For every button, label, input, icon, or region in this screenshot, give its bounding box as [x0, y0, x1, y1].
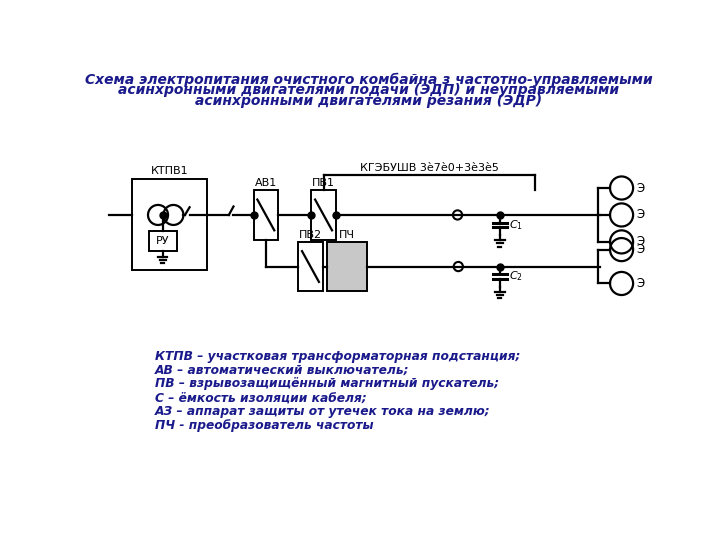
Text: Э: Э — [636, 181, 644, 194]
Text: асинхронными двигателями подачи (ЭДП) и неуправляемыми: асинхронными двигателями подачи (ЭДП) и … — [118, 83, 620, 97]
Text: Э: Э — [636, 277, 644, 290]
Circle shape — [453, 211, 462, 220]
Text: РУ: РУ — [156, 236, 169, 246]
Text: АВ – автоматический выключатель;: АВ – автоматический выключатель; — [155, 363, 410, 376]
Text: ПВ – взрывозащищённый магнитный пускатель;: ПВ – взрывозащищённый магнитный пускател… — [155, 377, 499, 390]
Text: С – ёмкость изоляции кабеля;: С – ёмкость изоляции кабеля; — [155, 392, 366, 404]
Text: ПЧ: ПЧ — [338, 230, 355, 240]
Text: Э: Э — [636, 235, 644, 248]
Bar — [311, 190, 336, 240]
Bar — [298, 242, 323, 291]
Text: асинхронными двигателями резания (ЭДР): асинхронными двигателями резания (ЭДР) — [195, 94, 543, 108]
Text: КТПВ – участковая трансформаторная подстанция;: КТПВ – участковая трансформаторная подст… — [155, 350, 521, 363]
Bar — [132, 179, 207, 269]
Text: АЗ – аппарат защиты от утечек тока на землю;: АЗ – аппарат защиты от утечек тока на зе… — [155, 405, 490, 418]
Text: КГЭБУШВ 3ѐ7ѐ0+3ѐ3ѐ5: КГЭБУШВ 3ѐ7ѐ0+3ѐ3ѐ5 — [359, 163, 498, 173]
Text: Э: Э — [636, 208, 644, 221]
Text: АВ1: АВ1 — [255, 178, 277, 188]
Text: ПЧ - преобразователь частоты: ПЧ - преобразователь частоты — [155, 419, 374, 432]
Text: $C_1$: $C_1$ — [509, 218, 523, 232]
Text: ПВ2: ПВ2 — [299, 230, 322, 240]
Text: $C_2$: $C_2$ — [509, 269, 523, 284]
Text: Схема электропитания очистного комбайна з частотно-управляемыми: Схема электропитания очистного комбайна … — [85, 72, 653, 87]
Circle shape — [454, 262, 463, 271]
Bar — [149, 231, 176, 251]
Text: КТПВ1: КТПВ1 — [150, 166, 189, 177]
Text: ПВ1: ПВ1 — [312, 178, 335, 188]
Bar — [327, 242, 366, 291]
Text: Э: Э — [636, 243, 644, 256]
Bar — [253, 190, 278, 240]
